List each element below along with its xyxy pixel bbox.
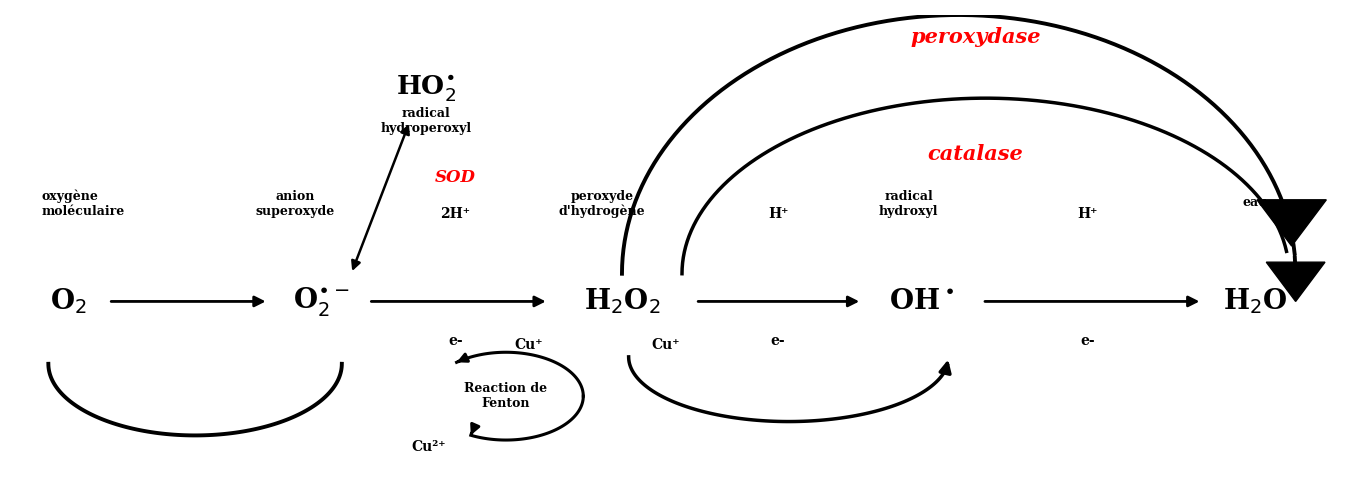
- Text: Cu⁺: Cu⁺: [652, 338, 681, 352]
- Text: H$_2$O: H$_2$O: [1224, 286, 1288, 316]
- Text: e-: e-: [447, 334, 462, 348]
- Text: eau: eau: [1243, 196, 1269, 209]
- Text: H$_2$O$_2$: H$_2$O$_2$: [584, 286, 660, 316]
- Text: H⁺: H⁺: [1078, 207, 1098, 220]
- Text: Reaction de
Fenton: Reaction de Fenton: [464, 382, 547, 410]
- Text: anion
superoxyde: anion superoxyde: [255, 190, 334, 218]
- Text: H⁺: H⁺: [768, 207, 788, 220]
- Text: oxygène
moléculaire: oxygène moléculaire: [42, 190, 125, 218]
- Polygon shape: [1258, 200, 1326, 246]
- Text: e-: e-: [771, 334, 786, 348]
- Text: peroxydase: peroxydase: [910, 27, 1041, 47]
- Text: 2H⁺: 2H⁺: [441, 207, 471, 220]
- Text: O$_2^{\bullet-}$: O$_2^{\bullet-}$: [293, 285, 351, 318]
- Text: radical
hydroxyl: radical hydroxyl: [878, 190, 938, 218]
- Polygon shape: [1266, 262, 1324, 302]
- Text: peroxyde
d'hydrogène: peroxyde d'hydrogène: [559, 190, 645, 218]
- Text: catalase: catalase: [928, 144, 1023, 164]
- Text: OH$^\bullet$: OH$^\bullet$: [889, 288, 955, 315]
- Text: e-: e-: [1080, 334, 1095, 348]
- Text: SOD: SOD: [435, 169, 476, 186]
- Text: Cu²⁺: Cu²⁺: [412, 440, 446, 454]
- Text: Cu⁺: Cu⁺: [514, 338, 543, 352]
- Text: HO$_2^{\bullet}$: HO$_2^{\bullet}$: [396, 74, 456, 104]
- Text: radical
hydroperoxyl: radical hydroperoxyl: [381, 107, 472, 135]
- Text: O$_2$: O$_2$: [50, 286, 87, 316]
